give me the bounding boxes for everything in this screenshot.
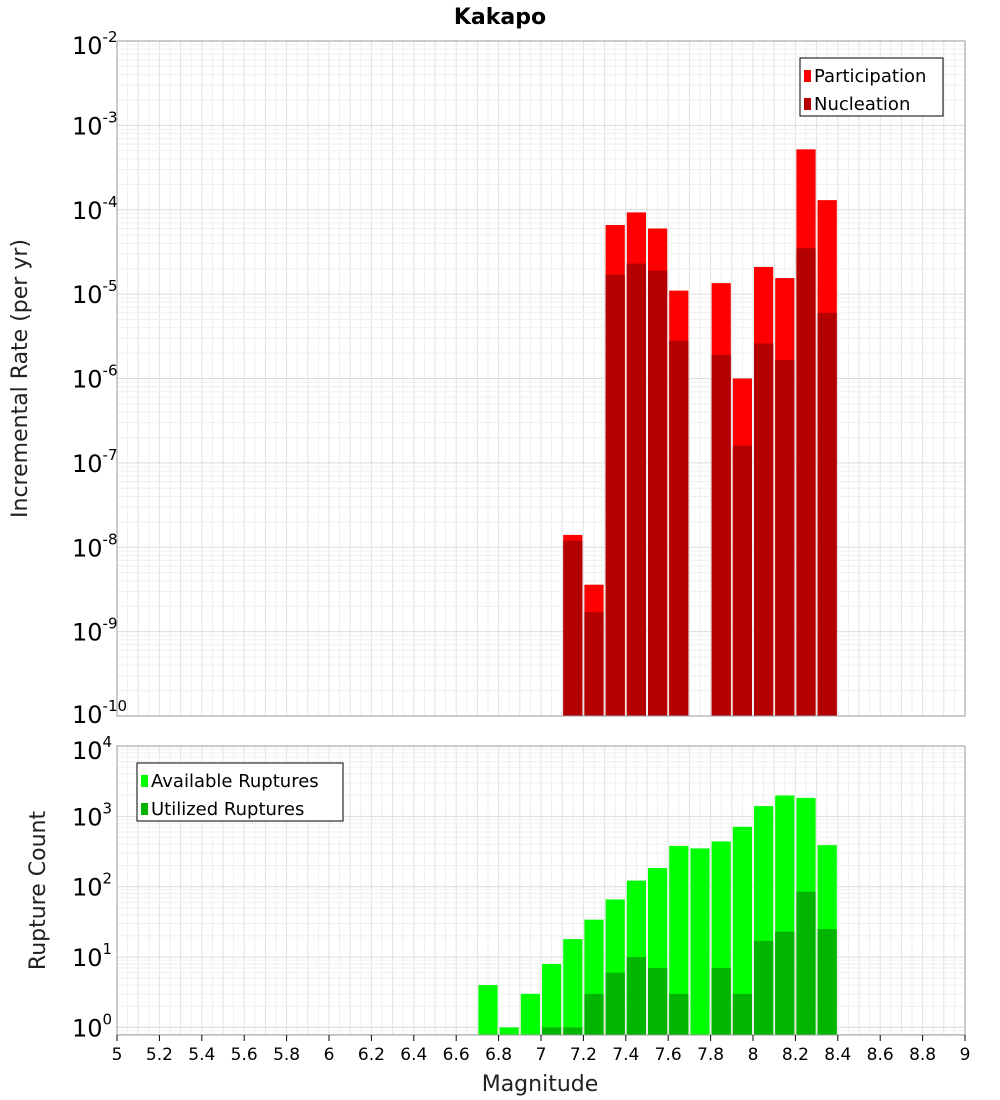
legend-swatch bbox=[141, 775, 148, 787]
x-axis: 5 5.2 5.4 5.6 5.8 6 6.2 6.4 6.6 6.8 7 7.2 7.4 7.6 7.8 8… bbox=[112, 1035, 971, 1065]
bar-nucleation bbox=[711, 354, 731, 716]
bar-utilized-ruptures bbox=[732, 993, 752, 1035]
y-tick-label: 104 bbox=[72, 733, 112, 765]
y-axis-label: Rupture Count bbox=[26, 811, 51, 971]
y-tick-label: 103 bbox=[72, 799, 112, 831]
x-tick-label: 7.6 bbox=[655, 1045, 682, 1065]
chart-title: Kakapo bbox=[454, 5, 546, 30]
bar-utilized-ruptures bbox=[584, 993, 604, 1035]
bar-available-ruptures bbox=[478, 985, 498, 1035]
x-tick-label: 6.2 bbox=[358, 1045, 385, 1065]
bar-nucleation bbox=[605, 274, 625, 716]
x-tick-label: 7.4 bbox=[612, 1045, 639, 1065]
x-tick-label: 5.2 bbox=[146, 1045, 173, 1065]
y-axis-label: Incremental Rate (per yr) bbox=[8, 239, 33, 518]
x-tick-label: 7.2 bbox=[570, 1045, 597, 1065]
bar-available-ruptures bbox=[732, 826, 752, 1035]
legend-label: Participation bbox=[814, 66, 926, 87]
x-tick-label: 8.6 bbox=[867, 1045, 894, 1065]
y-tick-label: 10-9 bbox=[72, 615, 118, 647]
x-tick-label: 7 bbox=[536, 1045, 547, 1065]
legend-swatch bbox=[804, 98, 811, 110]
y-tick-label: 100 bbox=[72, 1010, 112, 1042]
y-tick-label: 10-8 bbox=[72, 530, 118, 562]
y-tick-label: 10-7 bbox=[72, 446, 118, 478]
bar-nucleation bbox=[669, 340, 689, 716]
x-tick-label: 5.6 bbox=[231, 1045, 258, 1065]
bar-utilized-ruptures bbox=[648, 967, 668, 1035]
rupture-count-panel: 104 103 102 101 100 Rupture Count Available Ru… bbox=[26, 733, 966, 1042]
x-tick-label: 6.4 bbox=[400, 1045, 427, 1065]
legend-swatch bbox=[804, 70, 811, 82]
bar-available-ruptures bbox=[563, 939, 583, 1035]
y-tick-label: 10-10 bbox=[72, 697, 127, 729]
bar-utilized-ruptures bbox=[669, 993, 689, 1035]
bar-available-ruptures bbox=[499, 1027, 519, 1035]
legend-label: Utilized Ruptures bbox=[151, 799, 304, 820]
x-tick-label: 5.4 bbox=[188, 1045, 215, 1065]
bar-nucleation bbox=[584, 612, 604, 716]
bar-nucleation bbox=[563, 540, 583, 716]
x-tick-label: 6.6 bbox=[443, 1045, 470, 1065]
bar-utilized-ruptures bbox=[626, 957, 646, 1035]
bar-utilized-ruptures bbox=[754, 940, 774, 1035]
legend-box bbox=[136, 762, 344, 822]
bar-available-ruptures bbox=[542, 963, 562, 1035]
legend-box bbox=[799, 57, 944, 117]
bar-utilized-ruptures bbox=[796, 891, 816, 1035]
bar-nucleation bbox=[817, 312, 837, 716]
x-axis-label: Magnitude bbox=[482, 1072, 599, 1097]
bar-utilized-ruptures bbox=[775, 931, 795, 1035]
y-tick-label: 10-3 bbox=[72, 108, 118, 140]
y-tick-label: 10-5 bbox=[72, 277, 118, 309]
bar-utilized-ruptures bbox=[563, 1027, 583, 1035]
plot-frame bbox=[116, 40, 966, 717]
x-tick-label: 7.8 bbox=[697, 1045, 724, 1065]
bar-available-ruptures bbox=[690, 848, 710, 1035]
x-tick-label: 5.8 bbox=[273, 1045, 300, 1065]
x-tick-label: 8.4 bbox=[824, 1045, 851, 1065]
bar-available-ruptures bbox=[520, 993, 540, 1035]
bar-utilized-ruptures bbox=[711, 967, 731, 1035]
bar-utilized-ruptures bbox=[605, 972, 625, 1035]
legend-swatch bbox=[141, 803, 148, 815]
y-tick-label: 10-4 bbox=[72, 193, 118, 225]
bar-utilized-ruptures bbox=[542, 1027, 562, 1035]
bar-nucleation bbox=[754, 343, 774, 716]
bar-nucleation bbox=[648, 270, 668, 716]
bar-nucleation bbox=[732, 445, 752, 716]
bar-nucleation bbox=[796, 248, 816, 717]
legend-label: Available Ruptures bbox=[151, 771, 319, 792]
bar-nucleation bbox=[775, 360, 795, 716]
rate-panel: 10-2 10-3 10-4 10-5 10-6 10-7 10-8 10-9 10-10 Inc… bbox=[8, 28, 966, 729]
y-tick-label: 10-2 bbox=[72, 28, 118, 60]
bar-nucleation bbox=[626, 263, 646, 716]
y-tick-label: 102 bbox=[72, 870, 112, 902]
y-tick-label: 10-6 bbox=[72, 362, 118, 394]
x-tick-label: 8.8 bbox=[909, 1045, 936, 1065]
bar-available-ruptures bbox=[669, 845, 689, 1035]
x-tick-label: 6 bbox=[324, 1045, 335, 1065]
bar-utilized-ruptures bbox=[817, 929, 837, 1035]
x-tick-label: 8 bbox=[748, 1045, 759, 1065]
x-tick-label: 5 bbox=[112, 1045, 123, 1065]
y-tick-label: 101 bbox=[72, 940, 112, 972]
legend-label: Nucleation bbox=[814, 94, 910, 115]
x-tick-label: 8.2 bbox=[782, 1045, 809, 1065]
x-tick-label: 6.8 bbox=[485, 1045, 512, 1065]
x-tick-label: 9 bbox=[960, 1045, 971, 1065]
